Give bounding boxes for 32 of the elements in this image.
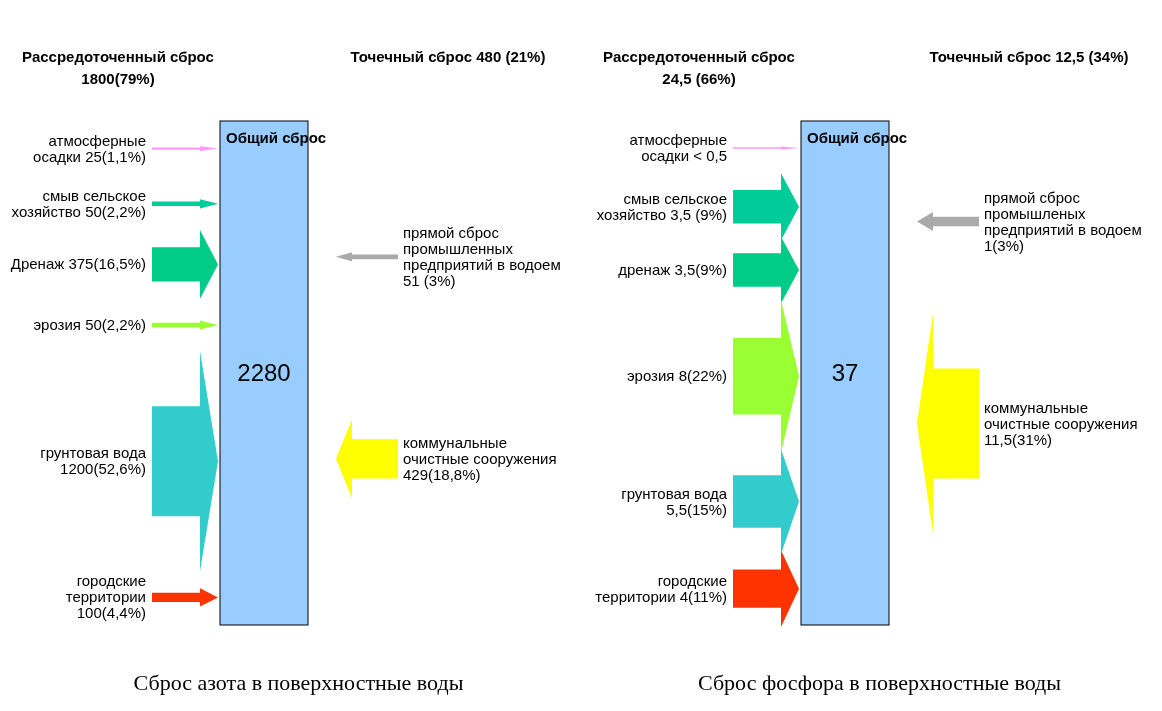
data-label: 3,5 (9%) [670,205,727,223]
text: Рассредоточенный сброс 1800(79%) [21,47,215,89]
data-label: 100(4,4%) [76,604,146,622]
category-label: грунтовая вода [40,444,146,462]
text: Сброс фосфора в поверхностные воды [696,670,1063,696]
data-label: 50(2,2%) [85,315,146,333]
text: Точечный сброс 480 (21%) [349,47,547,67]
category-label: городские территории [65,572,146,606]
category-label: эрозия [626,367,675,385]
data-label: 11,5(31%) [984,430,1053,448]
category-label: грунтовая вода [621,484,727,502]
data-label: 429(18,8%) [403,465,481,483]
category-label: прямой сброс промышленых предприятий в водоем [984,188,1142,238]
data-label: 8(22%) [678,367,727,385]
data-label: 375(16,5%) [68,255,146,273]
category-label: дренаж [618,260,671,278]
category-label: Дренаж [10,255,65,273]
category-label: коммунальные очистные сооружения [403,433,557,467]
text: 37 [830,359,860,387]
text: Общий сброс [225,129,328,146]
data-label: 1200(52,6%) [60,460,146,478]
text: Общий сброс [806,129,909,146]
category-label: прямой сброс промышленных предприятий в водоем [403,223,561,273]
text: Сброс азота в поверхностные воды [132,670,465,696]
text: Рассредоточенный сброс 24,5 (66%) [602,47,796,89]
text: 2280 [236,359,292,387]
category-label: эрозия [33,315,81,333]
data-label: 50(2,2%) [85,202,146,220]
text: Точечный сброс 12,5 (34%) [929,47,1129,67]
data-label: < 0,5 [693,147,727,165]
data-label: 3,5(9%) [674,260,727,278]
category-label: коммунальные очистные сооружения [984,398,1138,432]
